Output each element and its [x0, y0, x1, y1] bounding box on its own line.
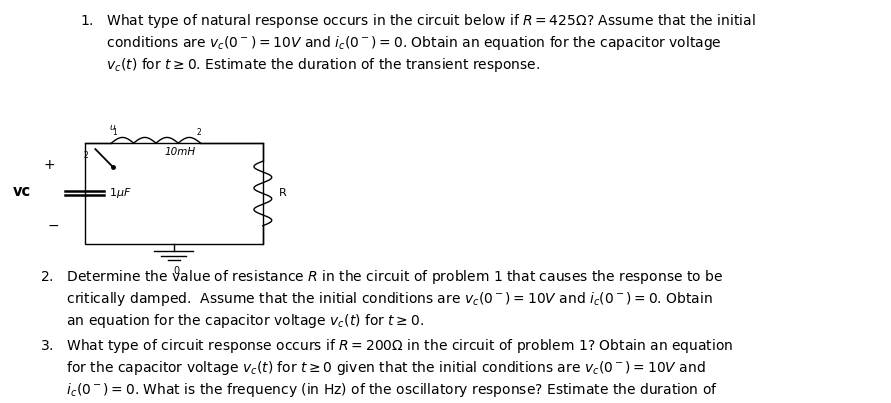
Text: $i_c(0^-) = 0$. What is the frequency (in Hz) of the oscillatory response? Estim: $i_c(0^-) = 0$. What is the frequency (i…: [40, 381, 718, 399]
Text: for the capacitor voltage $v_c(t)$ for $t \geq 0$ given that the initial conditi: for the capacitor voltage $v_c(t)$ for $…: [40, 359, 706, 377]
Text: conditions are $v_c(0^-) = 10V$ and $i_c(0^-) = 0$. Obtain an equation for the c: conditions are $v_c(0^-) = 10V$ and $i_c…: [80, 34, 722, 52]
Text: 1.   What type of natural response occurs in the circuit below if $R = 425\Omega: 1. What type of natural response occurs …: [80, 12, 756, 30]
Text: +: +: [43, 158, 55, 172]
Text: R: R: [279, 189, 287, 198]
Text: 0: 0: [174, 266, 179, 276]
Text: 1: 1: [112, 128, 117, 137]
Text: 10mH: 10mH: [165, 147, 196, 157]
Text: 2: 2: [196, 128, 200, 137]
Text: 3.   What type of circuit response occurs if $R = 200\Omega$ in the circuit of p: 3. What type of circuit response occurs …: [40, 337, 733, 355]
Text: $v_c(t)$ for $t \geq 0$. Estimate the duration of the transient response.: $v_c(t)$ for $t \geq 0$. Estimate the du…: [80, 56, 541, 75]
Text: vc: vc: [13, 184, 31, 199]
Bar: [85, 143, 263, 244]
Text: −: −: [47, 219, 60, 233]
Text: 2: 2: [84, 151, 88, 160]
Text: critically damped.  Assume that the initial conditions are $v_c(0^-) = 10V$ and : critically damped. Assume that the initi…: [40, 290, 713, 308]
Text: $u$: $u$: [109, 123, 116, 132]
Text: 2.   Determine the value of resistance $R$ in the circuit of problem 1 that caus: 2. Determine the value of resistance $R$…: [40, 268, 723, 286]
Text: $1\mu F$: $1\mu F$: [109, 187, 131, 200]
Text: an equation for the capacitor voltage $v_c(t)$ for $t \geq 0$.: an equation for the capacitor voltage $v…: [40, 312, 424, 330]
